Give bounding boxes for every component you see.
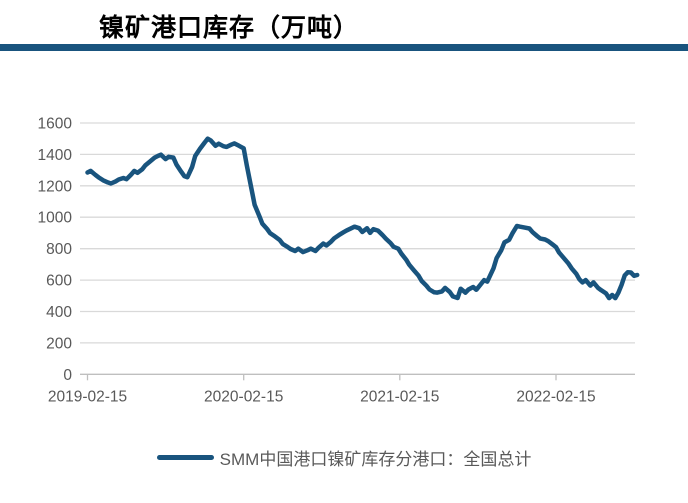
- y-tick-label: 600: [46, 273, 72, 290]
- series-line: [85, 136, 640, 301]
- title-divider-bar: [0, 44, 688, 51]
- y-tick-label: 1600: [38, 116, 73, 133]
- y-tick-label: 0: [63, 367, 72, 384]
- y-tick-label: 1400: [38, 147, 73, 164]
- x-tick-label: 2020-02-15: [204, 388, 283, 405]
- legend-line-swatch: [156, 455, 214, 460]
- legend: SMM中国港口镍矿库存分港口：全国总计: [0, 445, 688, 470]
- y-tick-label: 400: [46, 304, 72, 321]
- page-title: 镍矿港口库存（万吨）: [99, 14, 360, 42]
- y-tick-label: 1200: [38, 178, 73, 195]
- x-tick-label: 2021-02-15: [360, 388, 439, 405]
- legend-label: SMM中国港口镍矿库存分港口：全国总计: [219, 450, 532, 469]
- x-tick-label: 2019-02-15: [48, 388, 127, 405]
- y-tick-label: 800: [46, 241, 72, 258]
- x-tick-label: 2022-02-15: [516, 388, 595, 405]
- y-tick-label: 200: [46, 335, 72, 352]
- y-tick-label: 1000: [38, 210, 73, 227]
